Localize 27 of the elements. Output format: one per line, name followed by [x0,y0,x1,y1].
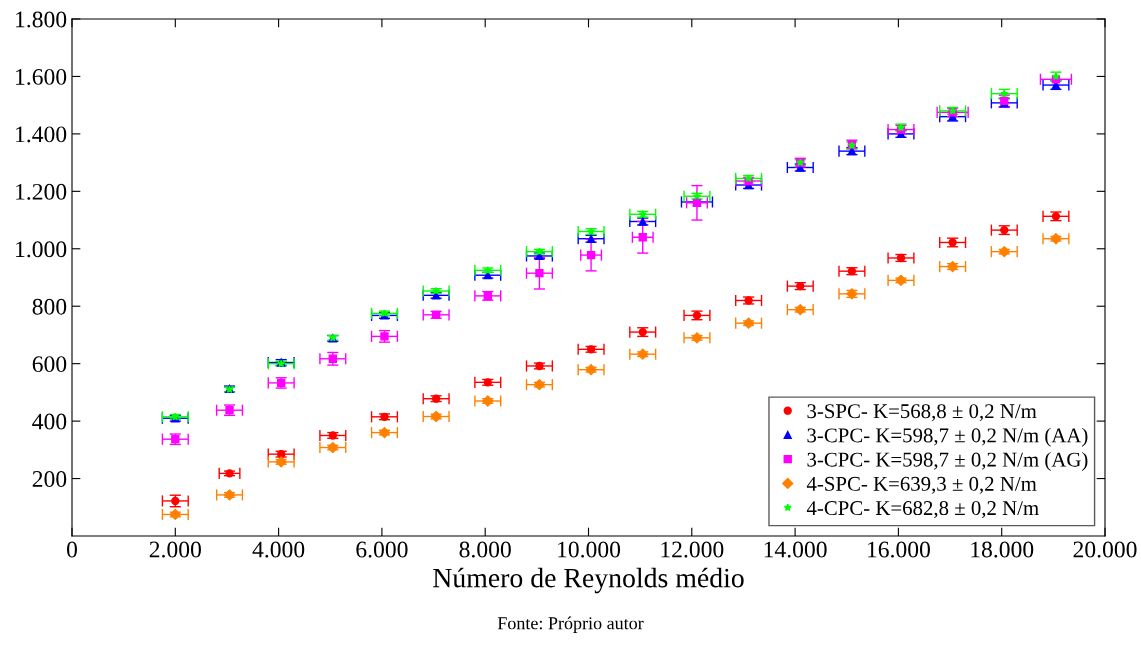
y-tick-label: 800 [32,298,67,315]
x-tick-label: 2.000 [149,541,201,558]
x-tick-label: 8.000 [459,541,511,558]
y-tick-label: 400 [32,413,67,430]
y-tick-label: 1.800 [16,11,67,28]
y-tick-label: 1.000 [16,241,67,258]
y-tick-label: 200 [32,471,67,487]
legend-label: 4-SPC- K=639,3 ± 0,2 N/m [806,476,1037,494]
source-note: Fonte: Próprio autor [497,616,644,633]
legend-label: 3-CPC- K=598,7 ± 0,2 N/m (AA) [807,427,1088,447]
x-tick-label: 4.000 [252,541,305,558]
legend-label: 3-SPC- K=568,8 ± 0,2 N/m [807,404,1037,422]
legend-label: 3-CPC- K=598,7 ± 0,2 N/m (AG) [807,451,1088,471]
x-axis-title: Número de Reynolds médio [433,567,744,594]
x-tick-label: 20.000 [1073,541,1137,558]
y-tick-label: 1.600 [16,68,67,85]
y-tick-label: 1.200 [16,183,67,200]
x-tick-label: 16.000 [868,541,930,558]
x-tick-label: 0 [67,541,77,558]
x-tick-label: 12.000 [661,541,724,558]
y-tick-label: 1.400 [16,126,67,143]
x-tick-label: 18.000 [971,541,1034,558]
x-tick-label: 6.000 [356,541,408,558]
x-tick-label: 14.000 [764,541,827,558]
legend-label: 4-CPC- K=682,8 ± 0,2 N/m [806,501,1039,519]
y-tick-label: 600 [32,356,67,373]
x-tick-label: 10.000 [558,541,621,558]
